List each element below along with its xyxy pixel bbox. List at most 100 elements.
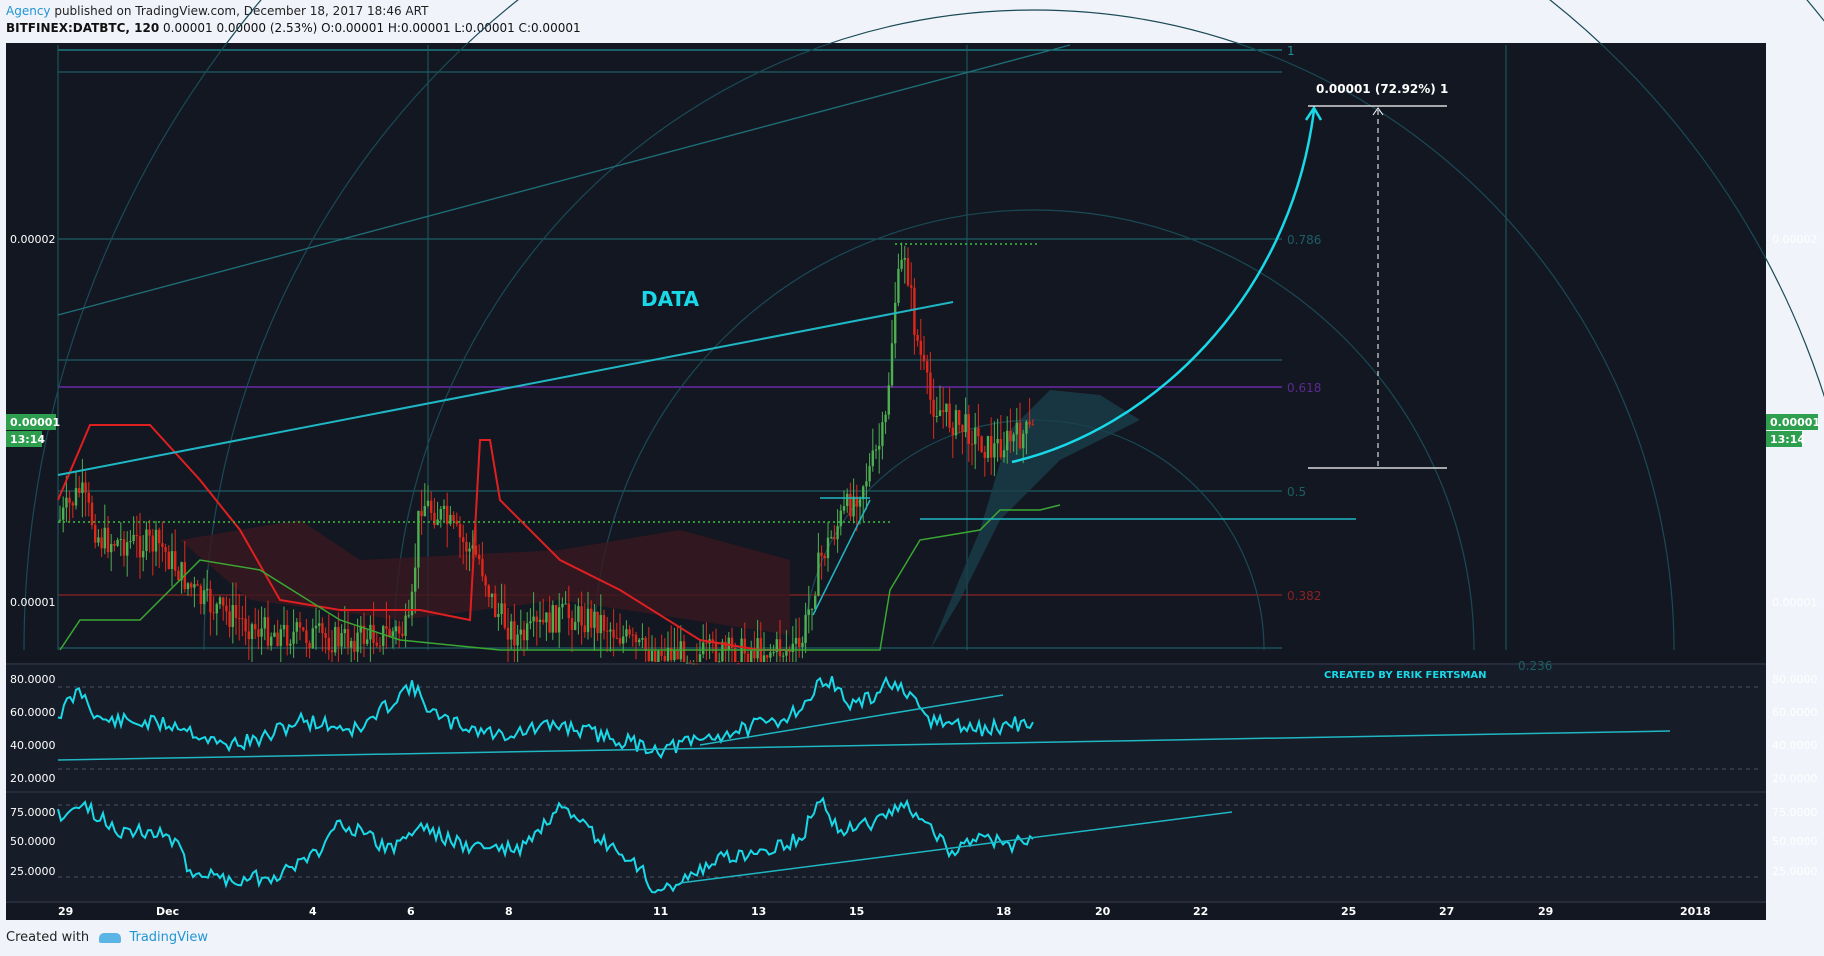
candle-body	[609, 629, 612, 632]
candle-body	[1028, 421, 1031, 425]
candle-body	[68, 497, 71, 503]
candle-body	[785, 650, 788, 656]
candle-body	[814, 595, 817, 609]
target-arrow	[1372, 107, 1384, 116]
footer: Created with TradingView	[6, 930, 208, 945]
candle-body	[366, 639, 369, 644]
osc1-tick-left-80: 80.0000	[10, 673, 56, 686]
candle-body	[583, 625, 586, 633]
candle-body	[996, 439, 999, 444]
candle-body	[490, 593, 494, 598]
oscillators	[57, 675, 1760, 894]
osc1-tick-right-20: 20.0000	[1772, 772, 1818, 785]
candle-body	[673, 649, 676, 661]
candle-body	[561, 603, 564, 608]
candle-body	[257, 629, 260, 637]
candle-body	[833, 537, 836, 540]
candle-body	[842, 506, 846, 511]
oscillator1-panel[interactable]	[6, 665, 1766, 791]
candle-body	[999, 439, 1002, 458]
candle-body	[417, 510, 420, 568]
candle-body	[487, 585, 490, 598]
candle-body	[743, 638, 746, 654]
candle-body	[839, 510, 842, 527]
candle-body	[545, 612, 548, 623]
time-tick-8: 8	[505, 905, 513, 918]
candle-body	[874, 449, 878, 451]
candle-body	[778, 639, 782, 657]
tradingview-brand-link[interactable]: TradingView	[129, 930, 208, 945]
candle-body	[990, 436, 993, 458]
candle-body	[145, 529, 148, 552]
candle-body	[532, 616, 535, 622]
osc2-tick-left-25: 25.0000	[10, 865, 56, 878]
osc1-trendline	[57, 730, 1671, 761]
candle-body	[650, 651, 654, 661]
candle-body	[714, 642, 718, 662]
time-tick-20: 20	[1095, 905, 1111, 918]
candle-body	[599, 615, 602, 634]
countdown-badge-left	[6, 431, 42, 447]
candle-body	[964, 414, 967, 433]
candle-body	[692, 663, 695, 665]
candle-body	[199, 585, 202, 605]
candle-body	[202, 590, 206, 605]
candle-body	[548, 612, 551, 633]
oscillator2-panel[interactable]	[6, 793, 1766, 901]
publish-date: published on TradingView.com, December 1…	[50, 4, 429, 18]
candle-body	[695, 663, 698, 665]
created-with-label: Created with	[6, 930, 90, 945]
candle-body	[244, 618, 247, 632]
candle-body	[535, 616, 538, 622]
candle-body	[638, 639, 641, 643]
osc2-tick-right-50: 50.0000	[1772, 835, 1818, 848]
candle-body	[401, 633, 404, 636]
candle-body	[148, 529, 151, 536]
fib-arc	[593, 209, 1475, 651]
candle-body	[513, 621, 516, 646]
candle-body	[161, 543, 164, 547]
candle-body	[1002, 450, 1006, 458]
time-tick-15: 15	[849, 905, 864, 918]
time-tick-18: 18	[996, 905, 1011, 918]
candle-body	[65, 497, 68, 508]
drawings	[57, 105, 1447, 651]
osc1-tick-right-80: 80.0000	[1772, 673, 1818, 686]
time-tick-29b: 29	[1538, 905, 1553, 918]
candle-body	[574, 621, 577, 630]
candle-body	[414, 567, 417, 592]
fib-label-0786: 0.786	[1287, 233, 1321, 247]
candle-body	[718, 661, 721, 663]
candle-body	[449, 514, 452, 524]
candle-body	[327, 637, 330, 651]
candle-body	[916, 334, 919, 341]
candle-body	[135, 534, 138, 537]
candle-body	[292, 631, 295, 644]
author-link[interactable]: Agency	[6, 4, 51, 18]
candle-body	[410, 591, 414, 616]
time-tick-13: 13	[751, 905, 766, 918]
candle-body	[308, 643, 311, 649]
candle-body	[321, 623, 324, 634]
candle-body	[913, 287, 916, 335]
candle-body	[628, 629, 631, 635]
candle-body	[932, 399, 935, 417]
candle-body	[497, 613, 500, 617]
candle-body	[974, 427, 977, 445]
candle-body	[279, 629, 282, 646]
fan-line	[57, 44, 1071, 316]
candle-body	[970, 443, 974, 445]
candle-body	[97, 537, 100, 543]
candle-body	[273, 632, 276, 637]
candle-body	[167, 551, 170, 569]
candle-body	[430, 500, 433, 513]
candle-body	[788, 650, 791, 652]
candle-body	[868, 466, 871, 482]
candle-body	[506, 627, 510, 640]
candle-body	[234, 605, 238, 618]
candle-body	[564, 603, 567, 605]
candle-body	[378, 645, 382, 647]
credit-label: CREATED BY ERIK FERTSMAN	[1324, 670, 1487, 681]
candle-body	[74, 488, 78, 506]
